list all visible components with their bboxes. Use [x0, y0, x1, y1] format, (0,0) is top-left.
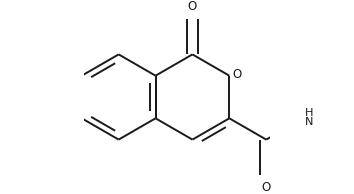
Text: O: O — [188, 0, 197, 13]
Text: O: O — [262, 181, 271, 194]
Text: H
N: H N — [304, 108, 313, 127]
Text: O: O — [233, 68, 242, 81]
